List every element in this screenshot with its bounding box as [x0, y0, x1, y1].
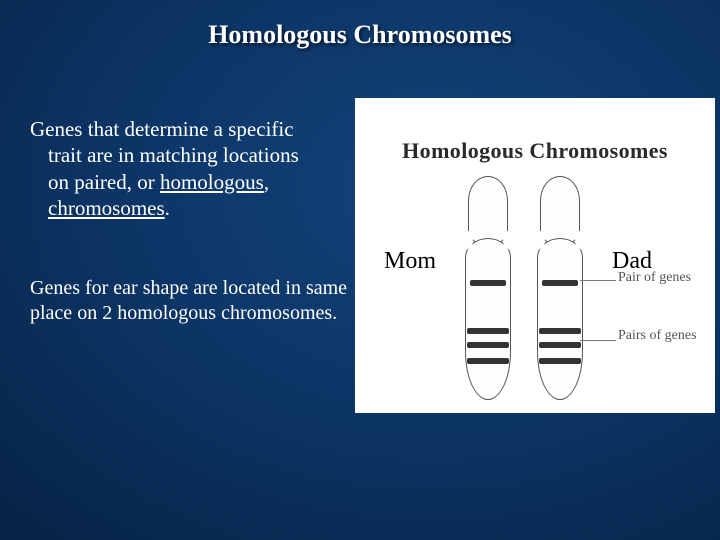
- gene-band: [539, 328, 581, 334]
- gene-band: [539, 358, 581, 364]
- gene-band: [470, 280, 506, 286]
- chromosome-dad: [535, 176, 585, 401]
- chromatid-arm: [468, 176, 508, 246]
- gene-band: [467, 328, 509, 334]
- chromosome-diagram: Homologous Chromosomes Mom Dad: [355, 98, 715, 413]
- p1-text: .: [165, 196, 170, 220]
- p1-text: ,: [264, 170, 269, 194]
- centromere-notch: [503, 230, 517, 250]
- chromatid-arm: [465, 238, 511, 400]
- label-pair-of-genes: Pair of genes: [618, 270, 691, 286]
- p1-underline: chromosomes: [48, 196, 165, 220]
- diagram-heading: Homologous Chromosomes: [355, 138, 715, 164]
- label-mom: Mom: [384, 248, 436, 275]
- slide: Homologous Chromosomes Genes that determ…: [0, 0, 720, 540]
- gene-band: [539, 342, 581, 348]
- p1-text: Genes that determine a specific: [30, 117, 294, 141]
- slide-title: Homologous Chromosomes: [0, 20, 720, 50]
- chromatid-arm: [540, 176, 580, 246]
- paragraph-2: Genes for ear shape are located in same …: [30, 276, 360, 326]
- p1-underline: homologous: [160, 170, 264, 194]
- p1-text: trait are in matching locations: [48, 143, 299, 167]
- pointer-line: [580, 340, 616, 341]
- p1-text: on paired, or: [48, 170, 160, 194]
- paragraph-1: Genes that determine a specific trait ar…: [30, 116, 350, 221]
- p1-line: Genes that determine a specific trait ar…: [30, 116, 350, 221]
- pointer-line: [580, 280, 616, 281]
- gene-band: [467, 342, 509, 348]
- chromatid-arm: [537, 238, 583, 400]
- chromosome-mom: [463, 176, 513, 401]
- gene-band: [467, 358, 509, 364]
- label-pairs-of-genes: Pairs of genes: [618, 328, 697, 344]
- gene-band: [542, 280, 578, 286]
- centromere-notch: [575, 230, 589, 250]
